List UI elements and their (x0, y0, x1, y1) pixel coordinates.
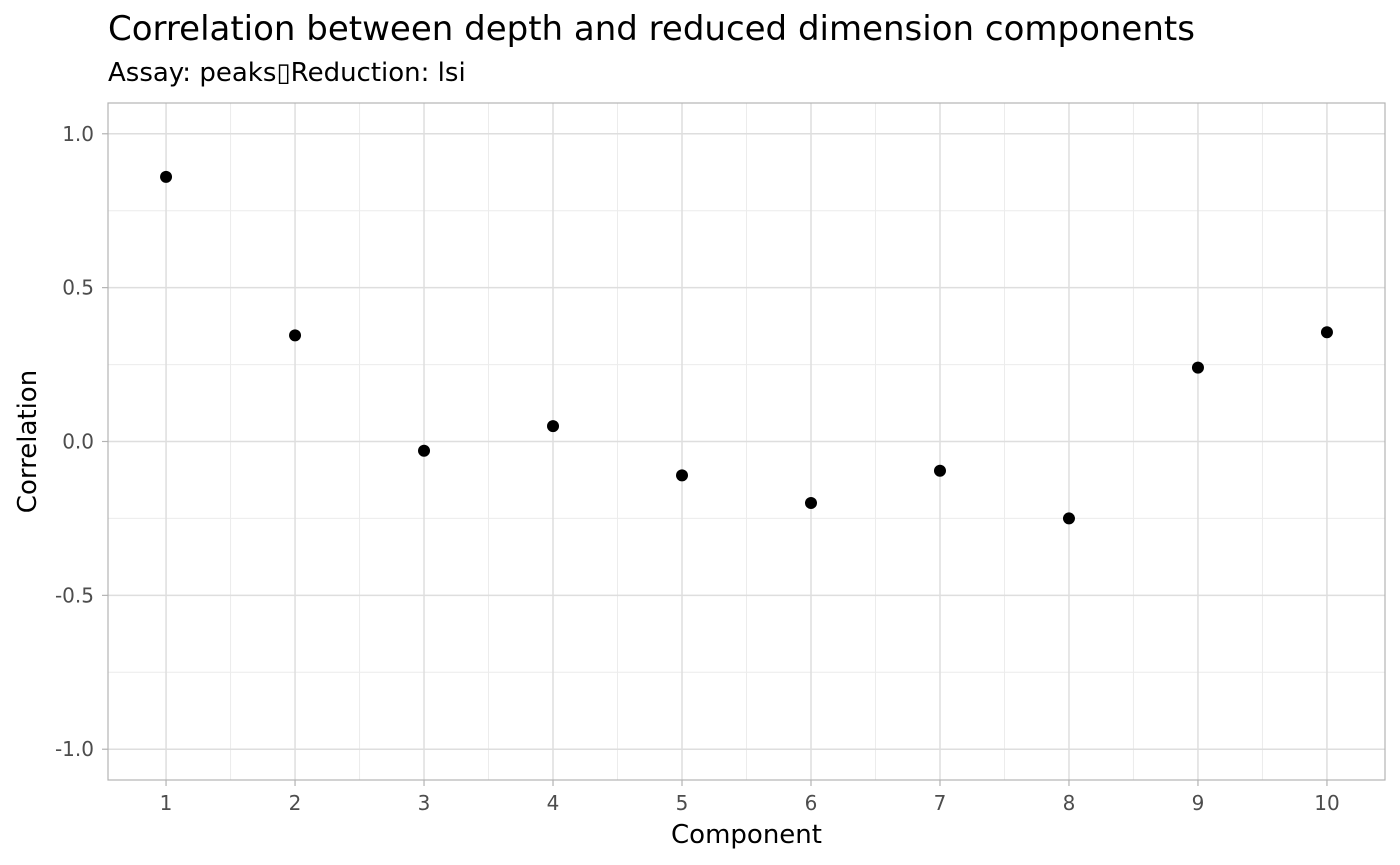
x-tick-label: 6 (805, 791, 818, 815)
y-tick-label: -1.0 (55, 737, 94, 761)
data-point (676, 469, 689, 482)
data-point (547, 420, 560, 433)
x-tick-label: 9 (1192, 791, 1205, 815)
y-tick-label: 1.0 (62, 122, 94, 146)
x-axis-title: Component (671, 820, 822, 850)
y-tick-label: 0.0 (62, 430, 94, 454)
x-tick-label: 5 (676, 791, 689, 815)
chart-title: Correlation between depth and reduced di… (108, 9, 1195, 49)
data-points (160, 170, 1333, 525)
data-point (1320, 326, 1333, 339)
data-point (289, 329, 302, 342)
data-point (1062, 512, 1075, 525)
y-tick-label: -0.5 (55, 583, 94, 607)
data-point (160, 170, 173, 183)
data-point (804, 497, 817, 510)
major-gridlines (108, 103, 1385, 780)
x-tick-label: 2 (289, 791, 302, 815)
x-tick-label: 4 (547, 791, 560, 815)
x-tick-label: 10 (1314, 791, 1339, 815)
y-tick-label: 0.5 (62, 276, 94, 300)
data-point (1191, 361, 1204, 374)
x-tick-label: 1 (160, 791, 173, 815)
y-axis-title: Correlation (13, 370, 43, 513)
x-tick-label: 3 (418, 791, 431, 815)
data-point (933, 464, 946, 477)
x-tick-label: 8 (1063, 791, 1076, 815)
x-tick-label: 7 (934, 791, 947, 815)
chart-subtitle: Assay: peaks▯Reduction: lsi (108, 58, 466, 88)
x-axis-ticks: 1 2 3 4 5 6 7 8 9 10 (160, 780, 1340, 815)
y-axis-ticks: -1.0 -0.5 0.0 0.5 1.0 (55, 122, 108, 761)
data-point (418, 444, 431, 457)
